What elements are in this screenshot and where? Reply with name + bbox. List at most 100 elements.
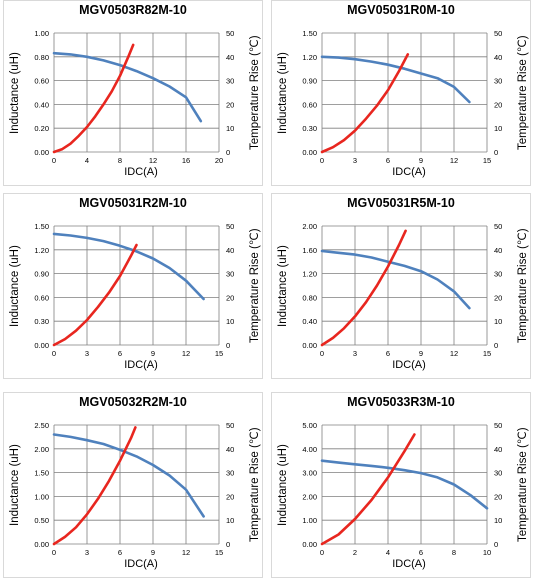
chart-title: MGV05032R2M-10	[79, 395, 187, 409]
y2-tick-label: 10	[226, 317, 234, 326]
y2-tick-label: 40	[494, 445, 502, 454]
y-tick-label: 1.20	[34, 246, 49, 255]
y2-tick-label: 20	[494, 100, 502, 109]
y-tick-label: 0.60	[34, 293, 49, 302]
y2-axis-label: Temperature Rise (℃)	[249, 228, 261, 343]
x-tick-label: 4	[386, 548, 390, 557]
y-axis-label: Inductance (uH)	[277, 51, 289, 134]
y2-tick-label: 0	[226, 540, 230, 549]
chart-svg: 0.00 0.40 0.80 1.20 1.60 2.00 0 10 20 30 40 50 0 3 6 9 1…	[302, 222, 502, 358]
y2-tick-label: 10	[494, 516, 502, 525]
chart-title: MGV05031R0M-10	[347, 3, 455, 17]
y-tick-label: 5.00	[302, 421, 317, 430]
x-tick-label: 15	[483, 349, 491, 358]
y2-tick-label: 10	[226, 124, 234, 133]
x-tick-label: 4	[85, 156, 89, 165]
y2-axis-label: Temperature Rise (℃)	[249, 427, 261, 542]
y2-tick-label: 0	[494, 341, 498, 350]
inductance-curve	[320, 55, 471, 104]
y-tick-label: 0.00	[34, 341, 49, 350]
y2-tick-label: 0	[494, 540, 498, 549]
x-tick-label: 15	[215, 548, 223, 557]
y2-tick-label: 50	[494, 421, 502, 430]
x-tick-label: 0	[320, 349, 324, 358]
y-tick-label: 1.20	[302, 270, 317, 279]
y2-axis-label: Temperature Rise (℃)	[249, 35, 261, 150]
x-tick-label: 0	[320, 156, 324, 165]
chart-svg: 0.00 0.30 0.60 0.90 1.20 1.50 0 10 20 30 40 50 0 3 6 9 1…	[34, 222, 234, 358]
chart-panel-2: MGV05031R0M-10 0.00 0.30 0.60 0.90 1.20 1.50 0 1…	[271, 0, 531, 186]
y-tick-label: 2.00	[302, 492, 317, 501]
y-tick-label: 1.20	[302, 53, 317, 62]
y-tick-label: 0.30	[302, 124, 317, 133]
y-tick-label: 0.40	[302, 317, 317, 326]
y2-tick-label: 50	[226, 222, 234, 231]
x-tick-label: 10	[483, 548, 491, 557]
temperature-rise-curve	[52, 43, 135, 154]
x-tick-label: 9	[419, 156, 423, 165]
y2-tick-label: 40	[494, 246, 502, 255]
x-tick-label: 3	[353, 156, 357, 165]
y2-tick-label: 30	[494, 77, 502, 86]
x-tick-label: 16	[182, 156, 190, 165]
x-tick-label: 2	[353, 548, 357, 557]
y2-tick-label: 40	[226, 445, 234, 454]
x-tick-label: 3	[353, 349, 357, 358]
temperature-rise-curve	[320, 53, 410, 154]
y2-tick-label: 40	[494, 53, 502, 62]
y2-tick-label: 30	[226, 270, 234, 279]
y-axis-label: Inductance (uH)	[277, 443, 289, 526]
y-tick-label: 1.00	[302, 516, 317, 525]
x-tick-label: 0	[52, 156, 56, 165]
chart-panel-3: MGV05031R2M-10 0.00 0.30 0.60 0.90 1.20 1.50 0 1…	[3, 193, 263, 379]
chart-panel-5: MGV05032R2M-10 0.00 0.50 1.00 1.50 2.00 2.50 0 1…	[3, 392, 263, 578]
y-tick-label: 0.40	[34, 100, 49, 109]
y2-tick-label: 10	[494, 124, 502, 133]
x-tick-label: 6	[419, 548, 423, 557]
y2-tick-label: 30	[494, 469, 502, 478]
inductance-curve	[52, 51, 203, 123]
x-tick-label: 9	[151, 548, 155, 557]
y-tick-label: 0.20	[34, 124, 49, 133]
x-tick-label: 6	[386, 349, 390, 358]
chart-title: MGV05033R3M-10	[347, 395, 455, 409]
x-tick-label: 12	[450, 156, 458, 165]
y2-tick-label: 20	[494, 293, 502, 302]
y2-tick-label: 30	[494, 270, 502, 279]
chart-panel-1: MGV0503R82M-10 0.00 0.20 0.40 0.60 0.80 1.00 0 1…	[3, 0, 263, 186]
y2-axis-label: Temperature Rise (℃)	[517, 228, 529, 343]
y-tick-label: 2.50	[34, 421, 49, 430]
y-axis-label: Inductance (uH)	[277, 244, 289, 327]
x-tick-label: 12	[149, 156, 157, 165]
y2-axis-label: Temperature Rise (℃)	[517, 427, 529, 542]
x-axis-label: IDC(A)	[392, 558, 426, 570]
y2-tick-label: 10	[494, 317, 502, 326]
y2-tick-label: 50	[226, 29, 234, 38]
x-tick-label: 0	[52, 349, 56, 358]
y-tick-label: 1.50	[34, 222, 49, 231]
y-tick-label: 1.60	[302, 246, 317, 255]
y2-tick-label: 20	[494, 492, 502, 501]
y-tick-label: 3.00	[302, 469, 317, 478]
y-tick-label: 0.60	[302, 100, 317, 109]
x-tick-label: 6	[118, 548, 122, 557]
y-tick-label: 4.00	[302, 445, 317, 454]
chart-title: MGV05031R5M-10	[347, 196, 455, 210]
y2-tick-label: 20	[226, 492, 234, 501]
x-tick-label: 9	[419, 349, 423, 358]
chart-title: MGV0503R82M-10	[79, 3, 187, 17]
y-tick-label: 2.00	[302, 222, 317, 231]
y-tick-label: 0.90	[34, 270, 49, 279]
y2-tick-label: 50	[494, 29, 502, 38]
y2-tick-label: 30	[226, 77, 234, 86]
y-tick-label: 1.00	[34, 29, 49, 38]
inductance-curve	[52, 232, 205, 301]
y-tick-label: 1.50	[34, 469, 49, 478]
temperature-rise-curve	[52, 243, 138, 347]
x-tick-label: 12	[450, 349, 458, 358]
x-tick-label: 15	[215, 349, 223, 358]
y2-tick-label: 50	[226, 421, 234, 430]
y2-tick-label: 30	[226, 469, 234, 478]
y-tick-label: 1.00	[34, 492, 49, 501]
y-tick-label: 1.50	[302, 29, 317, 38]
